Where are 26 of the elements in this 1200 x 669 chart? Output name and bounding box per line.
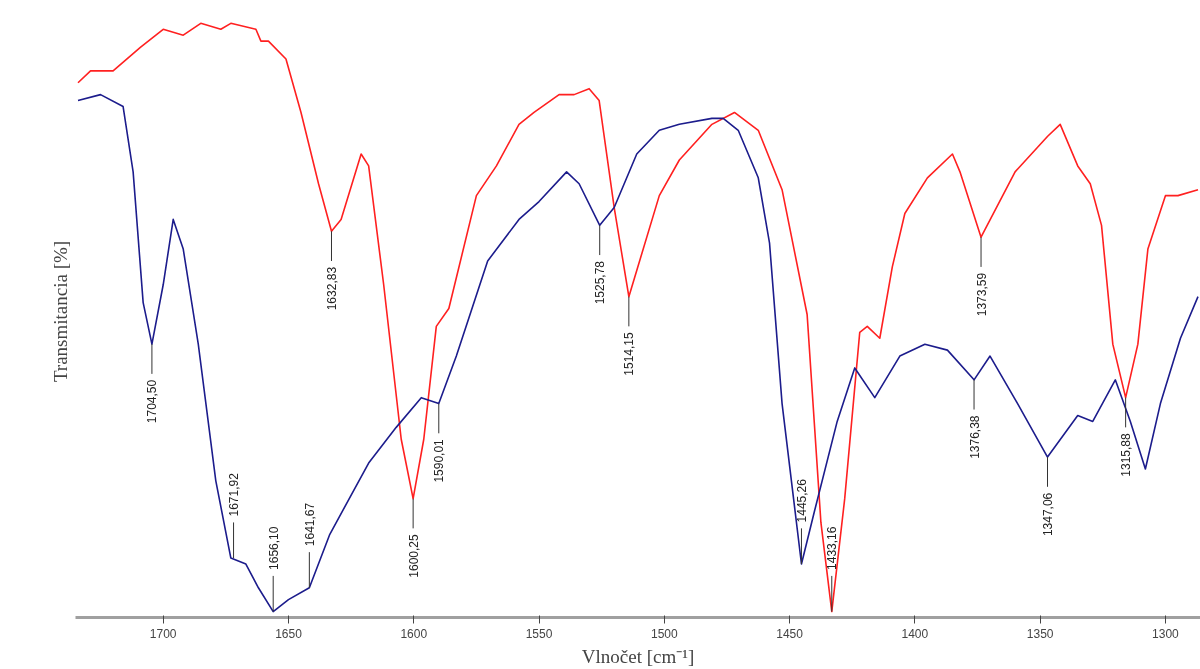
annotation: 1433,16 (825, 526, 840, 570)
annotation: 1525,78 (593, 260, 608, 305)
x-tick-label: 1400 (901, 626, 929, 641)
x-tick-label: 1600 (400, 626, 428, 641)
annotation: 1671,92 (227, 472, 242, 517)
annotation: 1514,15 (622, 331, 637, 376)
x-tick-label: 1500 (650, 626, 678, 641)
annotation: 1347,06 (1041, 492, 1056, 537)
annotation: 1373,59 (974, 272, 989, 317)
x-tick-label: 1300 (1152, 626, 1180, 641)
annotation: 1656,10 (266, 526, 281, 570)
annotation: 1445,26 (794, 478, 809, 523)
annotation: 1600,25 (406, 533, 421, 578)
y-axis-title: Transmitancia [%] (49, 240, 71, 383)
annotation: 1632,83 (324, 266, 339, 311)
x-tick-label: 1650 (275, 626, 303, 641)
annotation: 1376,38 (967, 415, 982, 459)
annotation: 1315,88 (1119, 432, 1134, 477)
x-tick-label: 1700 (149, 626, 177, 641)
annotation: 1704,50 (145, 379, 160, 424)
annotation: 1590,01 (432, 438, 447, 483)
x-tick-label: 1350 (1026, 626, 1054, 641)
x-tick-label: 1550 (525, 626, 553, 641)
annotation: 1641,67 (302, 502, 317, 547)
x-axis-title: Vlnočet [cm⁻¹] (581, 645, 695, 667)
x-tick-label: 1450 (776, 626, 804, 641)
